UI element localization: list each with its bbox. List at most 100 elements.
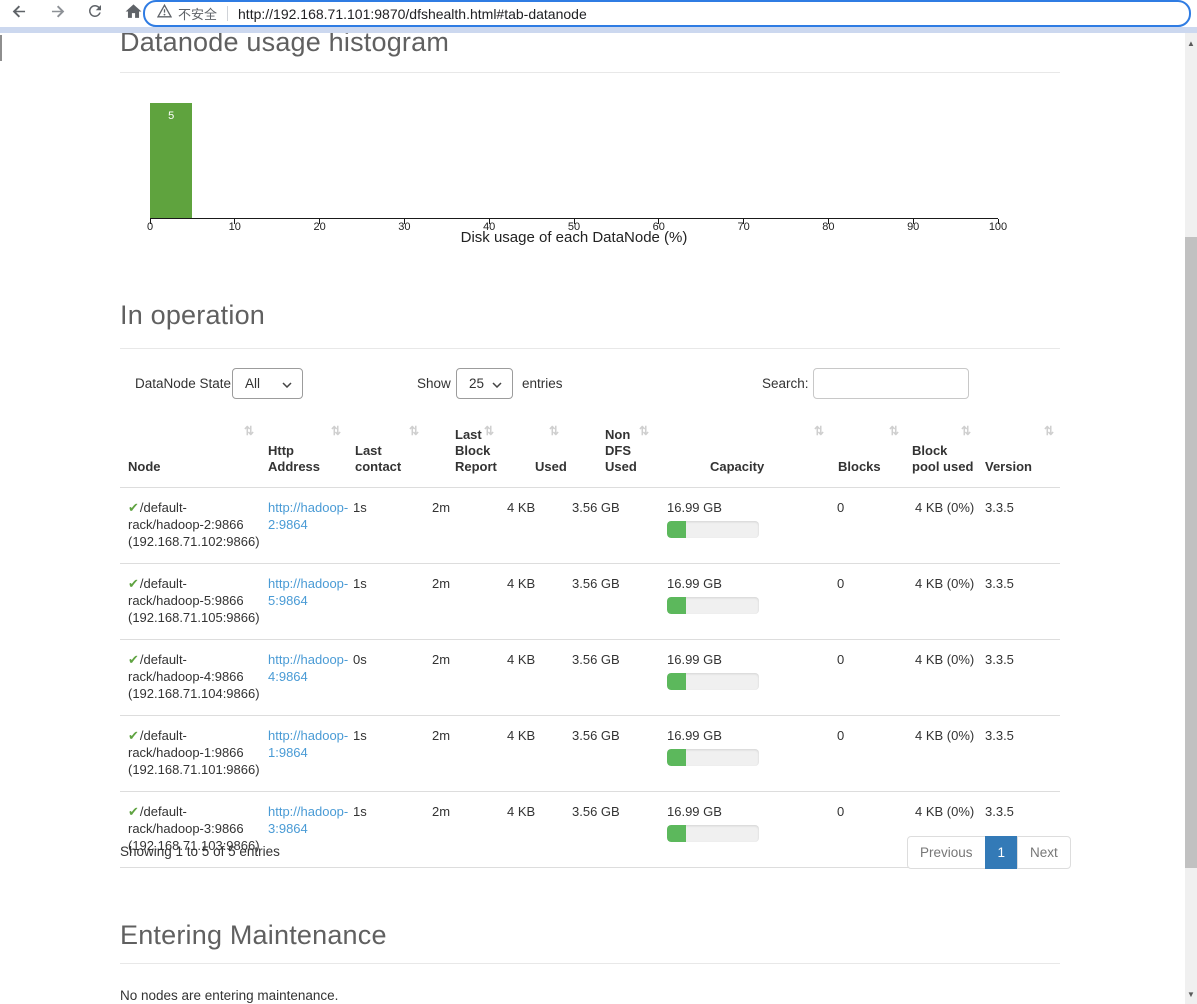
non-dfs-used-cell: 3.56 GB: [565, 715, 655, 792]
column-header-capacity[interactable]: Capacity ⇅: [655, 415, 830, 488]
x-tick-mark: [403, 219, 405, 224]
blocks-cell: 0: [830, 639, 905, 716]
section-divider: [120, 963, 1060, 964]
blocks-cell: 0: [830, 791, 905, 868]
capacity-progress-fill: [667, 521, 687, 538]
last-contact-cell: 1s: [347, 563, 425, 640]
sort-icon[interactable]: ⇅: [408, 424, 419, 438]
next-page-button[interactable]: Next: [1017, 836, 1071, 869]
search-input[interactable]: [813, 368, 969, 399]
sort-icon[interactable]: ⇅: [888, 424, 899, 438]
version-cell: 3.3.5: [977, 563, 1060, 640]
http-address-cell: http://hadoop-4:9864: [260, 639, 349, 716]
last-contact-cell: 1s: [347, 487, 425, 564]
previous-page-button[interactable]: Previous: [907, 836, 986, 869]
page-size-select[interactable]: 25: [456, 368, 513, 399]
capacity-progress-bar: [667, 673, 759, 690]
pagination: Previous 1 Next: [907, 836, 1071, 869]
current-page-button[interactable]: 1: [984, 836, 1019, 869]
security-label[interactable]: 不安全: [178, 7, 218, 22]
back-button[interactable]: [0, 0, 38, 27]
http-address-link[interactable]: http://hadoop-4:9864: [268, 652, 349, 684]
url-text[interactable]: http://192.168.71.101:9870/dfshealth.htm…: [238, 5, 587, 22]
last-block-report-cell: 2m: [425, 487, 500, 564]
x-tick-mark: [488, 219, 490, 224]
http-address-link[interactable]: http://hadoop-5:9864: [268, 576, 349, 608]
reload-button[interactable]: [76, 0, 114, 27]
x-tick-label: 60: [652, 221, 665, 233]
scroll-up-arrow-icon[interactable]: ▲: [1187, 38, 1195, 48]
x-tick-label: 100: [988, 221, 1008, 233]
column-header-last-block-report[interactable]: Last Block Report ⇅: [425, 415, 500, 488]
datanode-state-select[interactable]: All: [232, 368, 303, 399]
capacity-value: 16.99 GB: [667, 728, 722, 743]
x-tick-mark: [319, 219, 321, 224]
node-cell: ✔/default-rack/hadoop-3:9866 (192.168.71…: [120, 791, 260, 868]
capacity-progress-fill: [667, 597, 687, 614]
datanode-table: Node ⇅ Http Address ⇅ Last contact ⇅ Last Bloc…: [120, 415, 1060, 868]
capacity-cell: 16.99 GB: [655, 487, 830, 564]
column-header-label: Capacity: [710, 459, 765, 474]
last-contact-cell: 1s: [347, 715, 425, 792]
x-tick-label: 80: [822, 221, 835, 233]
column-header-non-dfs-used[interactable]: Non DFS Used ⇅: [565, 415, 655, 488]
address-bar[interactable]: 不安全 http://192.168.71.101:9870/dfshealth…: [143, 0, 1191, 27]
capacity-progress-fill: [667, 673, 687, 690]
chevron-down-icon: [492, 376, 502, 391]
capacity-value: 16.99 GB: [667, 652, 722, 667]
capacity-value: 16.99 GB: [667, 576, 722, 591]
entries-label: entries: [522, 376, 563, 391]
capacity-progress-bar: [667, 521, 759, 538]
scrollbar-thumb[interactable]: [1185, 237, 1197, 868]
http-address-link[interactable]: http://hadoop-1:9864: [268, 728, 349, 760]
http-address-link[interactable]: http://hadoop-3:9864: [268, 804, 349, 836]
block-pool-used-cell: 4 KB (0%): [905, 639, 977, 716]
capacity-progress-bar: [667, 825, 759, 842]
version-cell: 3.3.5: [977, 639, 1060, 716]
forward-button[interactable]: [38, 0, 76, 27]
x-tick-mark: [234, 219, 236, 224]
page-size-value: 25: [469, 376, 485, 391]
sort-icon[interactable]: ⇅: [483, 424, 494, 438]
table-header-row: Node ⇅ Http Address ⇅ Last contact ⇅ Last Bloc…: [120, 415, 1060, 488]
datanode-state-label: DataNode State: [135, 376, 232, 391]
x-axis-title: Disk usage of each DataNode (%): [460, 229, 688, 246]
column-header-used[interactable]: Used ⇅: [500, 415, 567, 488]
column-header-label: Block pool used: [912, 443, 974, 474]
capacity-progress-fill: [667, 825, 687, 842]
capacity-cell: 16.99 GB: [655, 791, 830, 868]
sort-icon[interactable]: ⇅: [813, 424, 824, 438]
sort-icon[interactable]: ⇅: [548, 424, 559, 438]
sort-icon[interactable]: ⇅: [330, 424, 341, 438]
show-label: Show: [417, 376, 451, 391]
column-header-block-pool-used[interactable]: Block pool used ⇅: [905, 415, 977, 488]
capacity-progress-fill: [667, 749, 687, 766]
node-ok-check-icon: ✔: [128, 804, 139, 819]
entering-maintenance-empty-text: No nodes are entering maintenance.: [120, 988, 339, 1003]
column-header-label: Http Address: [268, 443, 321, 474]
sort-icon[interactable]: ⇅: [638, 424, 649, 438]
sort-icon[interactable]: ⇅: [960, 424, 971, 438]
histogram-bar-value: 5: [168, 110, 175, 122]
column-header-http-address[interactable]: Http Address ⇅: [260, 415, 347, 488]
node-cell: ✔/default-rack/hadoop-2:9866 (192.168.71…: [120, 487, 260, 564]
http-address-link[interactable]: http://hadoop-2:9864: [268, 500, 349, 532]
sort-icon[interactable]: ⇅: [243, 424, 254, 438]
block-pool-used-cell: 4 KB (0%): [905, 487, 977, 564]
x-tick-label: 30: [398, 221, 411, 233]
x-tick-label: 20: [313, 221, 326, 233]
column-header-blocks[interactable]: Blocks ⇅: [830, 415, 905, 488]
column-header-version[interactable]: Version ⇅: [977, 415, 1060, 488]
scroll-down-arrow-icon[interactable]: ▼: [1187, 989, 1195, 999]
column-header-node[interactable]: Node ⇅: [120, 415, 260, 488]
sort-icon[interactable]: ⇅: [1043, 424, 1054, 438]
section-divider: [120, 348, 1060, 349]
page-scrollbar[interactable]: ▲ ▼: [1185, 33, 1197, 1004]
column-header-last-contact[interactable]: Last contact ⇅: [347, 415, 425, 488]
column-header-label: Version: [985, 459, 1032, 474]
back-icon: [10, 2, 29, 26]
capacity-value: 16.99 GB: [667, 804, 722, 819]
home-button[interactable]: [114, 0, 152, 27]
block-pool-used-cell: 4 KB (0%): [905, 563, 977, 640]
entering-maintenance-title: Entering Maintenance: [120, 920, 387, 950]
